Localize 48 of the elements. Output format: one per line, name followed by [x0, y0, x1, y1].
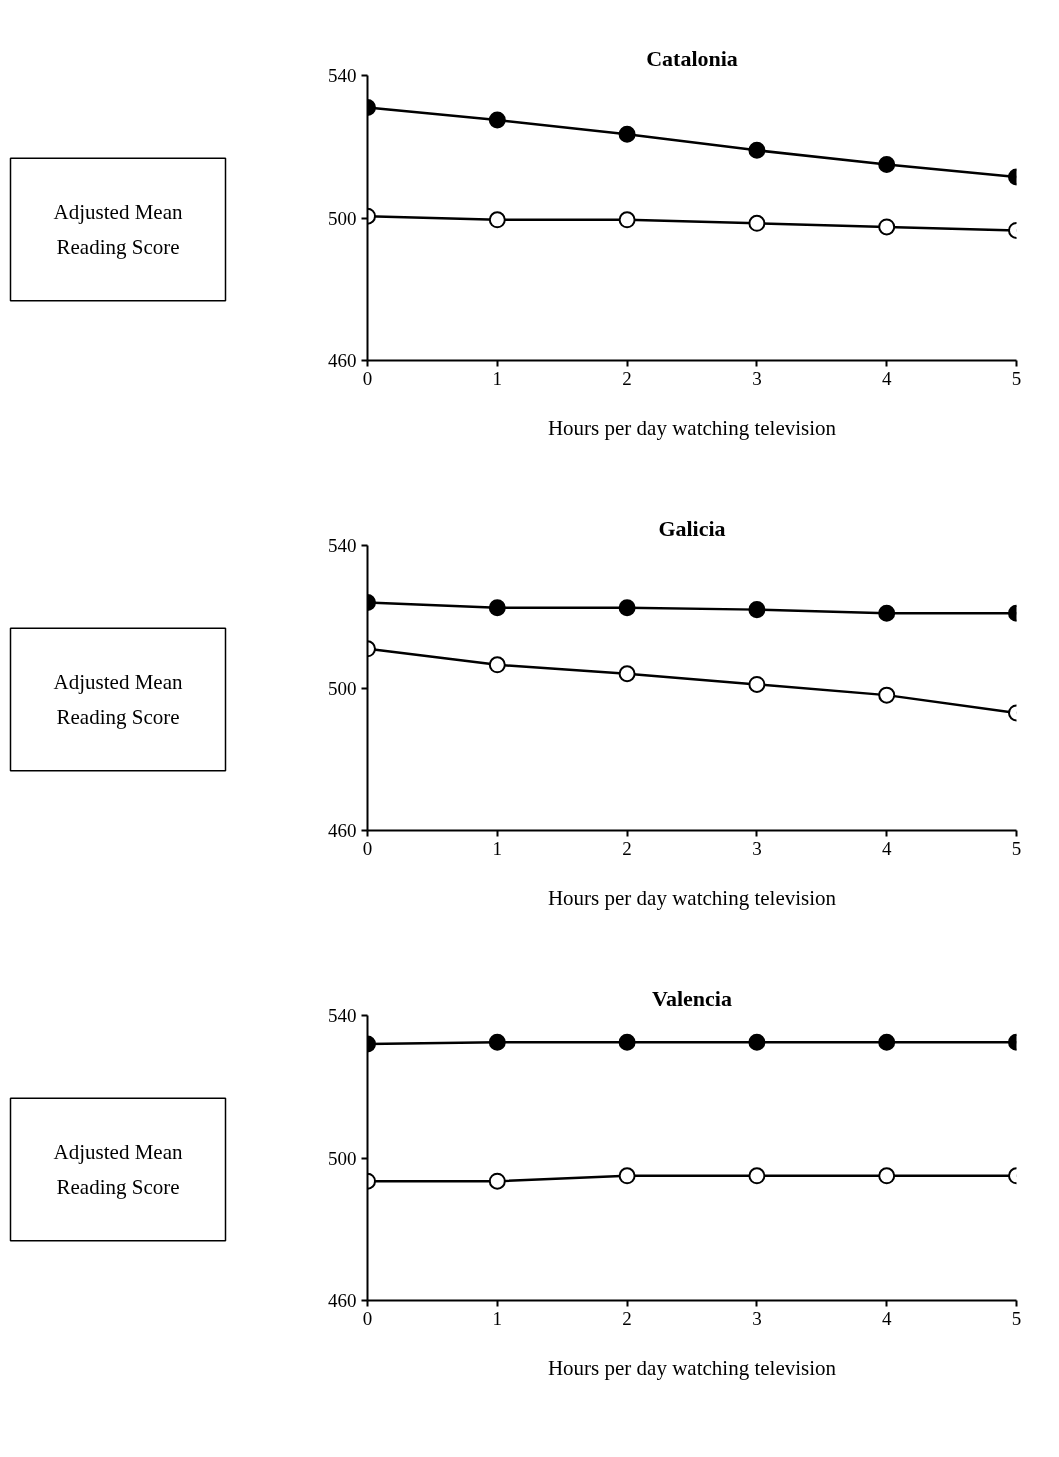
x-tick-label: 5	[1011, 367, 1022, 389]
x-tick-label: 4	[881, 367, 892, 389]
x-tick-label: 3	[752, 837, 762, 859]
y-axis-title: Adjusted Mean Reading Score	[53, 670, 183, 729]
y-tick-label: 540	[328, 535, 357, 556]
point	[748, 675, 766, 693]
y-tick-label: 500	[328, 1147, 357, 1169]
x-tick-label: 5	[1011, 837, 1022, 859]
point	[748, 214, 766, 232]
x-tick-label: 0	[362, 1307, 373, 1329]
y-axis-title: Adjusted Mean Reading Score	[53, 200, 183, 259]
y-tick-label: 540	[328, 65, 357, 86]
x-axis-title: Hours per day watching television	[547, 885, 837, 910]
x-tick-label: 1	[492, 367, 503, 389]
point	[618, 211, 636, 229]
x-tick-label: 4	[881, 837, 892, 859]
x-tick-label: 2	[622, 837, 632, 859]
point	[618, 125, 636, 143]
x-tick-label: 0	[362, 837, 373, 859]
point	[748, 1033, 766, 1051]
x-axis-title: Hours per day watching television	[547, 415, 837, 440]
point	[618, 1167, 636, 1185]
y-tick-label: 540	[328, 1005, 357, 1026]
point	[618, 665, 636, 683]
x-tick-label: 0	[362, 367, 373, 389]
chart-title: Galicia	[658, 515, 726, 541]
y-tick-label: 460	[328, 350, 357, 371]
x-tick-label: 3	[752, 367, 762, 389]
x-tick-label: 1	[492, 837, 503, 859]
y-axis-title: Adjusted Mean Reading Score	[53, 1140, 183, 1199]
y-tick-label: 500	[328, 677, 357, 699]
x-tick-label: 4	[881, 1307, 892, 1329]
chart-title: Valencia	[652, 985, 732, 1011]
y-tick-label: 460	[328, 820, 357, 841]
x-tick-label: 2	[622, 367, 632, 389]
point	[618, 599, 636, 617]
chart-title: Catalonia	[646, 45, 738, 71]
y-tick-label: 460	[328, 1290, 357, 1311]
x-tick-label: 5	[1011, 1307, 1022, 1329]
x-axis-title: Hours per day watching television	[547, 1355, 837, 1380]
x-tick-label: 2	[622, 1307, 632, 1329]
x-tick-label: 3	[752, 1307, 762, 1329]
point	[748, 141, 766, 159]
y-tick-label: 500	[328, 207, 357, 229]
point	[748, 1167, 766, 1185]
point	[618, 1033, 636, 1051]
x-tick-label: 1	[492, 1307, 503, 1329]
point	[748, 601, 766, 619]
